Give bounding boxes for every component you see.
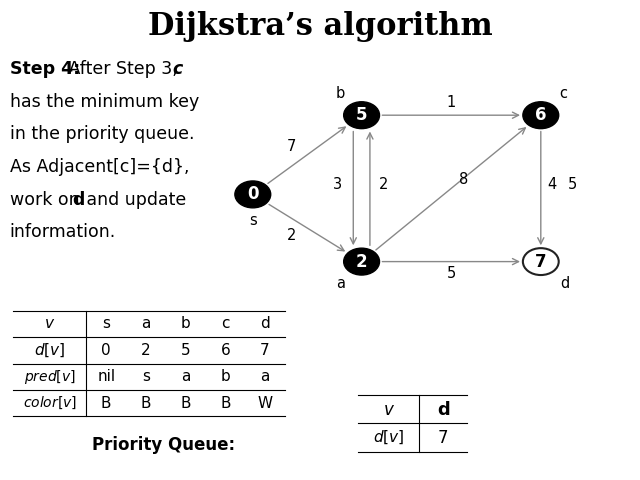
Text: 7: 7 <box>287 139 296 154</box>
Circle shape <box>523 248 559 275</box>
Text: d: d <box>72 191 84 208</box>
Text: 2: 2 <box>287 228 296 243</box>
Text: $pred[v]$: $pred[v]$ <box>24 368 76 386</box>
Text: 7: 7 <box>535 252 547 271</box>
Text: a: a <box>260 369 269 384</box>
Text: W: W <box>257 396 273 411</box>
Text: B: B <box>220 396 230 411</box>
Text: Priority Queue:: Priority Queue: <box>92 436 235 455</box>
Circle shape <box>344 102 380 129</box>
Text: b: b <box>220 369 230 384</box>
Text: c: c <box>559 86 567 101</box>
Text: nil: nil <box>97 369 115 384</box>
Text: b: b <box>180 316 191 332</box>
Text: Step 4:: Step 4: <box>10 60 80 78</box>
Text: c: c <box>221 316 230 332</box>
Text: $color[v]$: $color[v]$ <box>22 395 77 411</box>
Text: c: c <box>173 60 183 78</box>
Text: 0: 0 <box>247 185 259 204</box>
Text: work on: work on <box>10 191 84 208</box>
Text: d: d <box>437 401 449 420</box>
Text: s: s <box>102 316 110 332</box>
Text: 7: 7 <box>260 343 270 358</box>
Text: 7: 7 <box>438 429 449 447</box>
Text: 2: 2 <box>356 252 367 271</box>
Text: in the priority queue.: in the priority queue. <box>10 125 194 144</box>
Text: 6: 6 <box>220 343 230 358</box>
Text: 8: 8 <box>460 172 468 188</box>
Text: a: a <box>181 369 190 384</box>
Text: a: a <box>141 316 150 332</box>
Text: s: s <box>249 213 257 228</box>
Text: information.: information. <box>10 223 116 241</box>
Text: 3: 3 <box>333 177 342 192</box>
Text: $d[v]$: $d[v]$ <box>373 429 404 446</box>
Text: 0: 0 <box>101 343 111 358</box>
Text: As Adjacent[c]={d},: As Adjacent[c]={d}, <box>10 158 189 176</box>
Text: $v$: $v$ <box>383 401 395 420</box>
Text: $v$: $v$ <box>44 316 55 332</box>
Circle shape <box>235 181 271 208</box>
Text: and update: and update <box>81 191 186 208</box>
Text: d: d <box>561 276 570 291</box>
Text: 1: 1 <box>447 95 456 110</box>
Text: After Step 3,: After Step 3, <box>63 60 183 78</box>
Text: 5: 5 <box>568 177 577 192</box>
Text: 2: 2 <box>141 343 151 358</box>
Text: 5: 5 <box>356 106 367 124</box>
Text: 6: 6 <box>535 106 547 124</box>
Circle shape <box>344 248 380 275</box>
Text: Dijkstra’s algorithm: Dijkstra’s algorithm <box>148 11 492 42</box>
Text: B: B <box>180 396 191 411</box>
Text: 2: 2 <box>380 177 388 192</box>
Text: a: a <box>336 276 345 291</box>
Text: B: B <box>141 396 151 411</box>
Text: has the minimum key: has the minimum key <box>10 93 199 111</box>
Text: B: B <box>101 396 111 411</box>
Text: $d[v]$: $d[v]$ <box>34 342 65 359</box>
Text: d: d <box>260 316 270 332</box>
Text: b: b <box>336 86 345 101</box>
Text: 5: 5 <box>447 266 456 281</box>
Circle shape <box>523 102 559 129</box>
Text: 4: 4 <box>547 177 556 192</box>
Text: 5: 5 <box>180 343 191 358</box>
Text: s: s <box>142 369 150 384</box>
